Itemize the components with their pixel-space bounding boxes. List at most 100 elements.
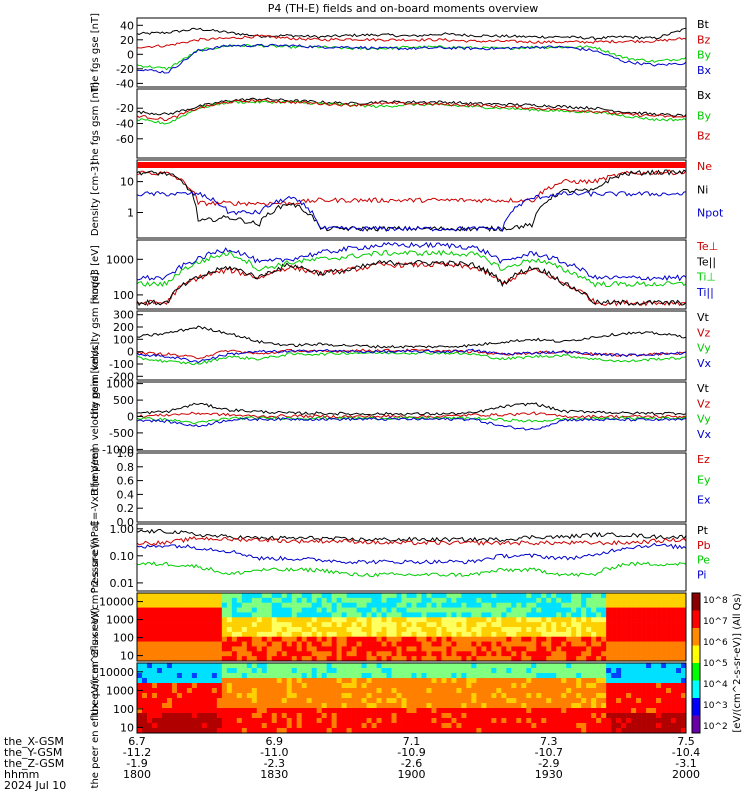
heatmap-cell	[536, 593, 542, 599]
heatmap-cell	[336, 636, 342, 642]
heatmap-cell	[586, 723, 592, 729]
heatmap-cell	[271, 713, 278, 719]
heatmap-cell	[426, 673, 432, 679]
heatmap-cell	[526, 683, 532, 689]
heatmap-cell	[671, 597, 677, 604]
heatmap-cell	[141, 646, 148, 652]
heatmap-cell	[551, 698, 557, 704]
heatmap-cell	[351, 698, 357, 704]
heatmap-cell	[306, 688, 312, 694]
heatmap-cell	[571, 641, 577, 647]
heatmap-cell	[206, 636, 213, 642]
heatmap-cell	[581, 698, 587, 704]
heatmap-cell	[166, 668, 173, 674]
heatmap-cell	[296, 673, 302, 679]
heatmap-cell	[611, 602, 617, 608]
heatmap-cell	[481, 593, 487, 599]
heatmap-cell	[536, 627, 542, 633]
x-tick-label: 2000	[672, 768, 700, 781]
heatmap-cell	[166, 683, 173, 689]
heatmap-cell	[176, 617, 183, 623]
heatmap-cell	[466, 607, 472, 613]
heatmap-cell	[361, 693, 367, 699]
heatmap-cell	[336, 703, 342, 709]
heatmap-cell	[416, 668, 422, 674]
heatmap-cell	[246, 631, 253, 638]
heatmap-cell	[166, 617, 173, 623]
heatmap-cell	[141, 678, 148, 684]
heatmap-cell	[421, 651, 427, 657]
heatmap-cell	[331, 631, 337, 638]
heatmap-cell	[256, 631, 263, 638]
y-axis-label: the peem velocity gsm [km/s]	[90, 342, 101, 492]
heatmap-cell	[501, 612, 507, 618]
heatmap-cell	[471, 627, 477, 633]
heatmap-cell	[411, 678, 417, 684]
heatmap-cell	[196, 617, 203, 623]
heatmap-cell	[366, 612, 372, 618]
heatmap-cell	[256, 673, 263, 679]
heatmap-cell	[361, 713, 367, 719]
heatmap-cell	[636, 612, 642, 618]
heatmap-cell	[601, 593, 607, 599]
heatmap-cell	[446, 693, 452, 699]
heatmap-cell	[566, 612, 572, 618]
heatmap-cell	[311, 607, 317, 613]
heatmap-cell	[336, 646, 342, 652]
heatmap-cell	[641, 622, 647, 628]
heatmap-cell	[651, 698, 657, 704]
heatmap-cell	[351, 693, 357, 699]
heatmap-cell	[501, 631, 507, 638]
heatmap-cell	[311, 617, 317, 623]
heatmap-cell	[311, 728, 317, 734]
heatmap-cell	[351, 631, 357, 638]
heatmap-cell	[206, 663, 213, 669]
heatmap-cell	[196, 663, 203, 669]
heatmap-cell	[366, 636, 372, 642]
heatmap-cell	[137, 602, 143, 608]
heatmap-cell	[396, 688, 402, 694]
heatmap-cell	[526, 708, 532, 714]
heatmap-cell	[141, 688, 148, 694]
heatmap-cell	[341, 646, 347, 652]
heatmap-cell	[631, 708, 637, 714]
heatmap-cell	[421, 636, 427, 642]
heatmap-cell	[331, 651, 337, 657]
heatmap-cell	[137, 673, 143, 679]
heatmap-cell	[661, 656, 667, 662]
heatmap-cell	[426, 636, 432, 642]
heatmap-cell	[466, 728, 472, 734]
heatmap-cell	[301, 713, 307, 719]
heatmap-cell	[491, 708, 497, 714]
heatmap-cell	[616, 646, 622, 652]
heatmap-cell	[506, 617, 512, 623]
heatmap-cell	[611, 597, 617, 604]
heatmap-cell	[266, 723, 273, 729]
heatmap-cell	[441, 708, 447, 714]
heatmap-cell	[246, 728, 253, 734]
heatmap-cell	[236, 593, 243, 599]
heatmap-cell	[441, 713, 447, 719]
heatmap-cell	[241, 607, 248, 613]
heatmap-cell	[361, 631, 367, 638]
heatmap-cell	[386, 622, 392, 628]
heatmap-cell	[176, 602, 183, 608]
heatmap-cell	[151, 713, 158, 719]
heatmap-cell	[291, 593, 298, 599]
heatmap-cell	[321, 622, 327, 628]
heatmap-cell	[406, 693, 412, 699]
heatmap-cell	[346, 683, 352, 689]
heatmap-cell	[431, 693, 437, 699]
heatmap-cell	[496, 703, 502, 709]
heatmap-cell	[596, 602, 602, 608]
heatmap-cell	[226, 636, 233, 642]
colorbar-segment	[692, 645, 700, 664]
heatmap-cell	[366, 663, 372, 669]
heatmap-cell	[371, 607, 377, 613]
heatmap-cell	[576, 678, 582, 684]
heatmap-cell	[476, 617, 482, 623]
heatmap-cell	[496, 713, 502, 719]
heatmap-cell	[661, 688, 667, 694]
heatmap-cell	[586, 627, 592, 633]
